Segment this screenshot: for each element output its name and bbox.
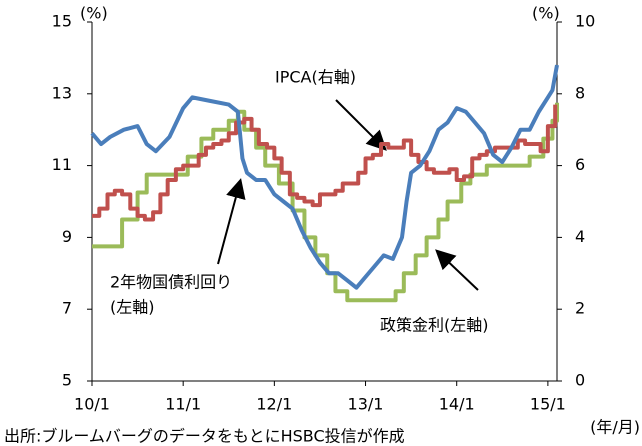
x-tick-label: 11/1 bbox=[165, 395, 201, 414]
y2-tick-label: 8 bbox=[575, 83, 585, 102]
series-line bbox=[90, 64, 559, 290]
arrow bbox=[217, 178, 246, 265]
x-tick-label: 14/1 bbox=[439, 395, 475, 414]
y2-tick-label: 2 bbox=[575, 299, 585, 318]
arrow bbox=[435, 249, 479, 291]
annotation: IPCA(右軸) bbox=[275, 68, 356, 87]
y-tick-label: 9 bbox=[62, 227, 72, 246]
y2-tick-label: 4 bbox=[575, 227, 585, 246]
x-tick-label: 13/1 bbox=[348, 395, 384, 414]
y2-tick-label: 6 bbox=[575, 155, 585, 174]
x-tick-label: 15/1 bbox=[530, 395, 566, 414]
y-tick-label: 7 bbox=[62, 299, 72, 318]
source: 出所:ブルームバーグのデータをもとにHSBC投信が作成 bbox=[4, 427, 405, 446]
y-tick-label: 13 bbox=[52, 83, 72, 102]
x-tick-label: 10/1 bbox=[74, 395, 110, 414]
y-unit: (%) bbox=[80, 4, 108, 23]
annotation: (左軸) bbox=[110, 298, 155, 317]
y-tick-label: 15 bbox=[52, 12, 72, 31]
y2-unit: (%) bbox=[532, 4, 560, 23]
x-tick-label: 12/1 bbox=[256, 395, 292, 414]
y-tick-label: 5 bbox=[62, 371, 72, 390]
y2-tick-label: 0 bbox=[575, 371, 585, 390]
y2-tick-label: 10 bbox=[575, 12, 595, 31]
annotation: 2年物国債利回り bbox=[110, 273, 232, 292]
series-line bbox=[92, 104, 558, 222]
x-unit: (年/月) bbox=[590, 418, 640, 437]
annotation: 政策金利(左軸) bbox=[380, 316, 489, 335]
y-tick-label: 11 bbox=[52, 155, 72, 174]
arrow bbox=[335, 99, 387, 151]
